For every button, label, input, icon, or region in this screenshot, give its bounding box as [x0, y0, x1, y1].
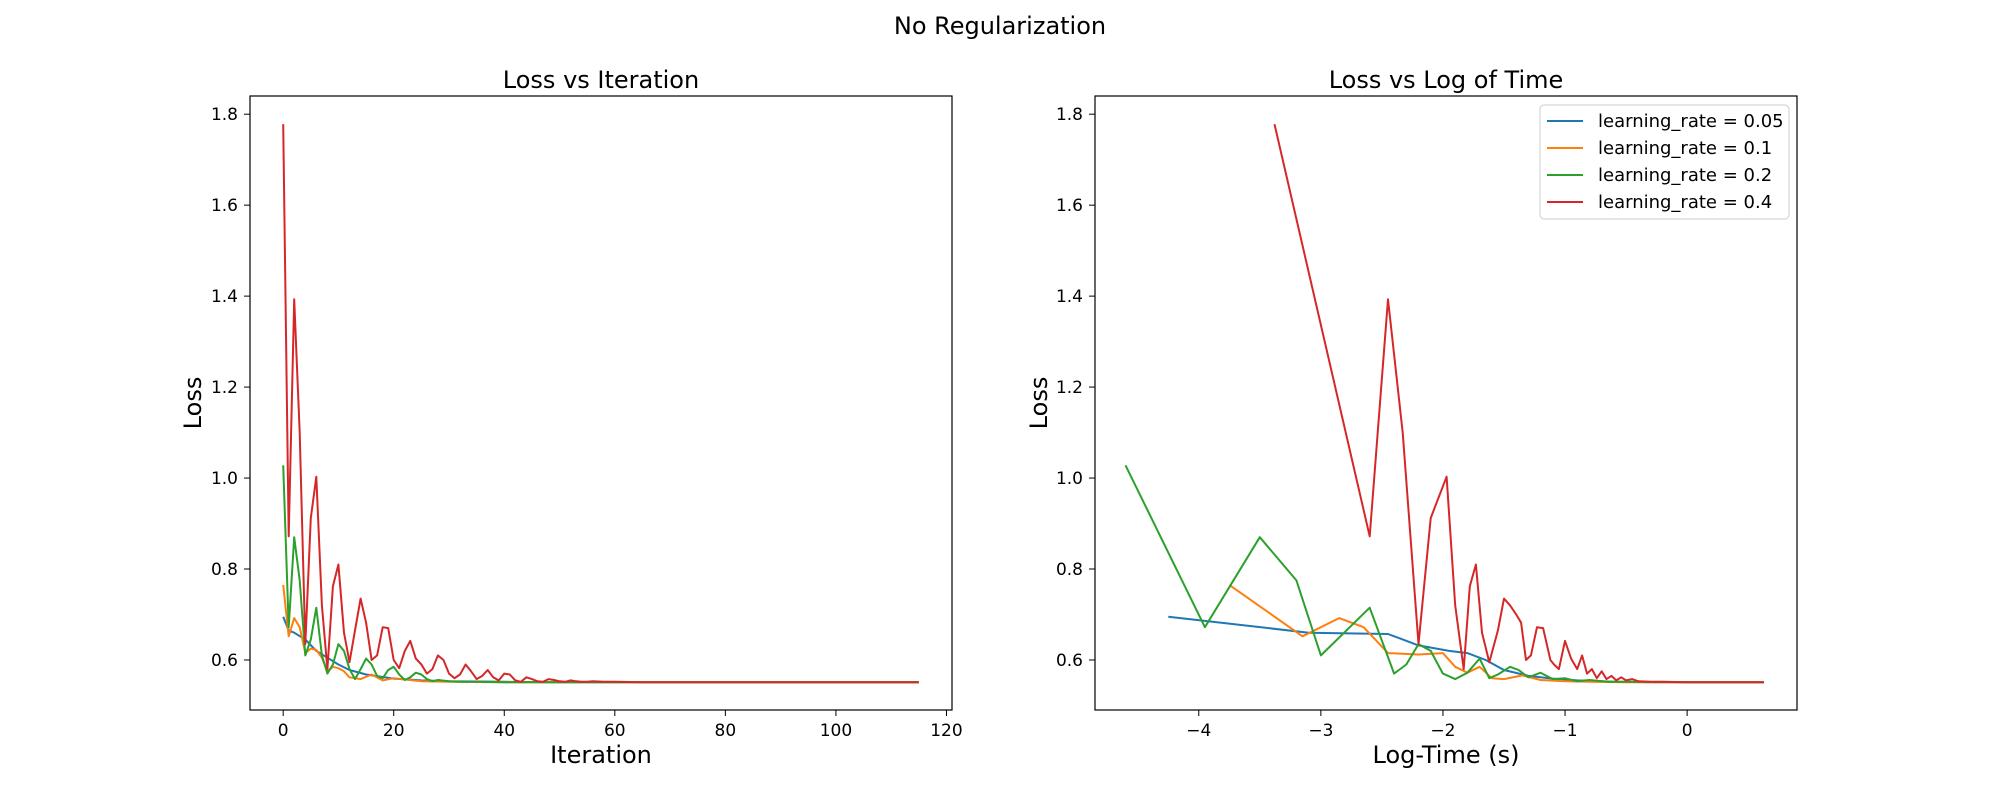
x-tick-label: −1 [1553, 721, 1578, 741]
y-tick-label: 1.4 [1056, 287, 1083, 307]
x-tick-label: 20 [383, 721, 405, 741]
x-tick-label: 60 [604, 721, 626, 741]
x-tick-label: 80 [715, 721, 737, 741]
y-tick-label: 1.0 [1056, 469, 1083, 489]
x-tick-label: 0 [278, 721, 289, 741]
series-line-3 [1273, 123, 1764, 684]
series-line-1 [282, 584, 919, 684]
legend-label-3: learning_rate = 0.4 [1598, 192, 1772, 213]
series-line-2 [282, 465, 919, 684]
figure-title: No Regularization [894, 12, 1106, 40]
legend: learning_rate = 0.05 learning_rate = 0.1… [1539, 104, 1790, 220]
chart-loss-vs-iteration: Loss vs Iteration 0 20 40 60 80 100 120 0.6 0.8… [179, 66, 963, 769]
y-tick-label: 0.6 [211, 651, 238, 671]
x-axis-label-log-time: Log-Time (s) [1373, 741, 1520, 769]
x-tick-label: 100 [820, 721, 852, 741]
chart-title-iteration: Loss vs Iteration [503, 66, 699, 94]
x-ticks-iteration: 0 20 40 60 80 100 120 [278, 710, 963, 741]
legend-label-1: learning_rate = 0.1 [1598, 138, 1772, 159]
plot-frame-iteration [249, 95, 953, 711]
y-tick-label: 0.6 [1056, 651, 1083, 671]
y-tick-label: 1.2 [1056, 378, 1083, 398]
x-ticks-log-time: −4 −3 −2 −1 0 [1186, 710, 1693, 741]
y-ticks-log-time: 0.6 0.8 1.0 1.2 1.4 1.6 1.8 [1056, 105, 1095, 671]
x-axis-label-iteration: Iteration [550, 741, 652, 769]
y-tick-label: 1.6 [211, 196, 238, 216]
y-tick-label: 0.8 [211, 560, 238, 580]
y-ticks-iteration: 0.6 0.8 1.0 1.2 1.4 1.6 1.8 [211, 105, 250, 671]
y-axis-label-iteration: Loss [179, 377, 207, 430]
x-tick-label: −3 [1308, 721, 1333, 741]
series-line-2 [1124, 464, 1764, 684]
x-tick-label: −2 [1430, 721, 1455, 741]
y-axis-label-log-time: Loss [1025, 377, 1053, 430]
x-tick-label: 40 [493, 721, 515, 741]
series-group-log-time [1124, 123, 1764, 684]
y-tick-label: 1.2 [211, 378, 238, 398]
y-tick-label: 1.6 [1056, 196, 1083, 216]
series-line-3 [282, 124, 919, 684]
series-line-1 [1228, 584, 1764, 684]
series-group-iteration [282, 124, 919, 684]
legend-label-0: learning_rate = 0.05 [1598, 111, 1784, 132]
chart-loss-vs-log-time: Loss vs Log of Time −4 −3 −2 −1 0 0.6 0.8 1.0 1… [1025, 66, 1798, 769]
x-tick-label: −4 [1186, 721, 1211, 741]
y-tick-label: 1.8 [211, 105, 238, 125]
legend-label-2: learning_rate = 0.2 [1598, 165, 1772, 186]
chart-title-log-time: Loss vs Log of Time [1329, 66, 1564, 94]
y-tick-label: 1.8 [1056, 105, 1083, 125]
y-tick-label: 0.8 [1056, 560, 1083, 580]
x-tick-label: 120 [930, 721, 962, 741]
y-tick-label: 1.0 [211, 469, 238, 489]
y-tick-label: 1.4 [211, 287, 238, 307]
plot-frame-log-time [1094, 95, 1798, 711]
legend-box [1539, 104, 1790, 220]
x-tick-label: 0 [1682, 721, 1693, 741]
